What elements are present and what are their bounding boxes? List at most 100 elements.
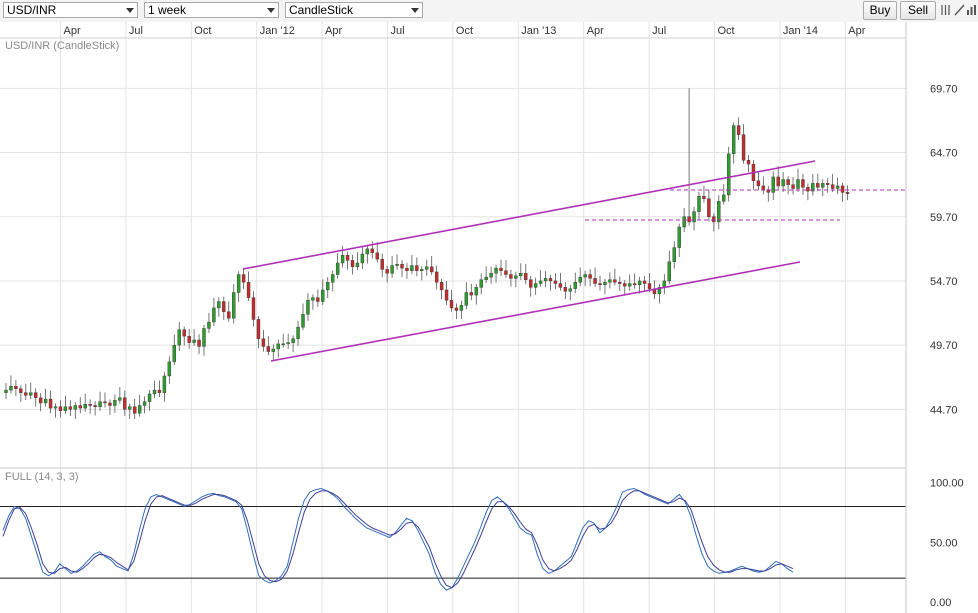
osc-tick-label: 100.00 <box>930 478 964 490</box>
candle-body <box>53 406 58 409</box>
candle-body <box>306 300 310 315</box>
symbol-select[interactable]: USD/INR <box>3 2 138 18</box>
candle-body <box>212 307 216 323</box>
candle-body <box>266 346 271 352</box>
main-chart-title: USD/INR (CandleStick) <box>5 40 119 52</box>
candle-body <box>687 216 691 223</box>
candle-body <box>48 398 53 409</box>
candle-body <box>796 179 800 189</box>
x-tick-label: Apr <box>587 25 604 37</box>
candle-body <box>350 260 355 268</box>
candle-body <box>677 226 681 248</box>
x-tick-label: Oct <box>718 25 735 37</box>
crosshair-icon[interactable] <box>939 3 952 17</box>
candle-body <box>137 405 142 414</box>
candle-body <box>68 406 73 410</box>
candle-body <box>702 196 706 199</box>
candle-body <box>469 292 473 296</box>
candle-body <box>613 279 617 283</box>
trend-lines <box>242 160 905 362</box>
interval-select-value: 1 week <box>148 3 187 17</box>
candle-body <box>806 187 810 192</box>
candle-body <box>132 406 137 414</box>
chart-type-select[interactable]: CandleStick <box>285 2 423 18</box>
candle-body <box>746 160 751 165</box>
candle-body <box>657 287 662 294</box>
x-tick-label: Jul <box>391 25 405 37</box>
candle-body <box>187 335 191 343</box>
indicator-icon[interactable] <box>966 3 977 17</box>
candle-body <box>142 401 147 406</box>
candle-body <box>449 300 454 309</box>
lower-channel-line[interactable] <box>270 261 801 362</box>
candle-body <box>647 283 652 289</box>
candle-body <box>434 271 439 283</box>
candle-body <box>623 283 627 287</box>
candle-body <box>43 398 48 404</box>
candle-body <box>88 404 92 406</box>
candle-body <box>162 375 167 393</box>
candle-body <box>123 397 127 410</box>
candle-body <box>177 329 181 346</box>
candle-body <box>489 273 493 278</box>
candle-body <box>479 279 483 288</box>
oscillator-title: FULL (14, 3, 3) <box>5 471 79 483</box>
candle-body <box>439 282 444 291</box>
chevron-down-icon <box>126 8 134 13</box>
candle-body <box>741 134 746 161</box>
y-grid <box>0 87 906 410</box>
candle-body <box>63 406 68 411</box>
candle-body <box>474 287 478 296</box>
candle-body <box>19 388 23 393</box>
candle-body <box>286 342 290 345</box>
candle-body <box>840 185 845 193</box>
candle-body <box>217 301 221 309</box>
osc-series-line-2 <box>2 490 794 589</box>
candle-body <box>172 344 177 363</box>
chart-area: Apr Jul Oct Jan '12 Apr Jul Oct Jan '13 Apr Jul Oc… <box>0 22 978 613</box>
candle-body <box>197 339 201 347</box>
candle-body <box>390 265 394 274</box>
candle-body <box>603 282 607 286</box>
candle-body <box>241 274 246 283</box>
osc-series-line-1 <box>2 487 794 591</box>
interval-select[interactable]: 1 week <box>144 2 279 18</box>
candle-body <box>524 273 528 280</box>
candle-body <box>24 392 28 396</box>
candle-body <box>756 180 761 187</box>
candle-body <box>731 125 736 155</box>
candle-body <box>543 278 548 282</box>
candle-body <box>598 283 602 286</box>
candle-body <box>301 314 305 328</box>
candle-body <box>835 185 840 189</box>
y-tick-label: 69.70 <box>930 83 958 95</box>
candle-body <box>529 279 533 288</box>
candle-body <box>771 176 775 193</box>
candle-body <box>73 405 78 410</box>
candle-body <box>335 262 340 275</box>
candle-body <box>103 401 107 404</box>
candle-body <box>509 274 513 279</box>
candle-body <box>459 305 464 311</box>
draw-line-icon[interactable] <box>953 3 966 17</box>
x-tick-label: Apr <box>64 25 81 37</box>
candle-body <box>202 328 206 347</box>
y-tick-label: 44.70 <box>930 404 958 416</box>
candle-body <box>454 307 459 311</box>
candle-body <box>271 348 275 352</box>
oscillator-pane: 100.00 50.00 0.00 <box>0 478 964 609</box>
candle-body <box>29 392 33 396</box>
candle-body <box>370 248 374 253</box>
sell-button[interactable]: Sell <box>900 1 936 20</box>
candle-body <box>152 389 157 395</box>
candle-body <box>494 267 498 274</box>
buy-button[interactable]: Buy <box>863 1 897 20</box>
upper-channel-line[interactable] <box>242 160 816 270</box>
candle-body <box>385 269 389 274</box>
candle-body <box>786 179 790 185</box>
candle-body <box>504 270 508 275</box>
candle-body <box>345 255 350 261</box>
candle-body <box>98 401 102 407</box>
candle-body <box>83 404 87 409</box>
candle-body <box>573 282 577 289</box>
